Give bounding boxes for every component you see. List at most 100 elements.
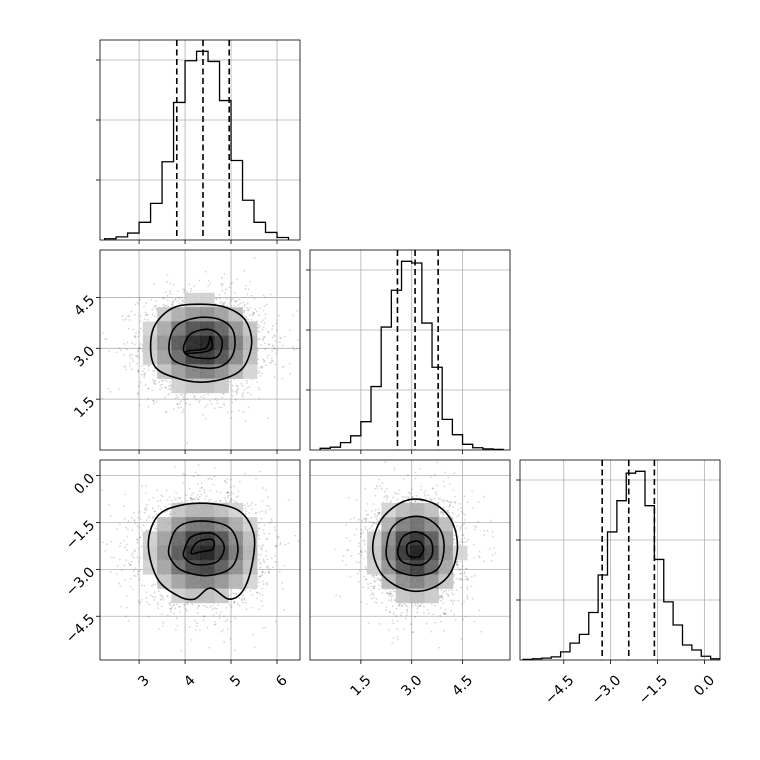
scatter-point <box>213 475 216 478</box>
scatter-point <box>264 313 267 316</box>
scatter-point <box>190 499 193 502</box>
scatter-point <box>259 470 261 473</box>
scatter-point <box>165 410 167 413</box>
scatter-point <box>169 510 172 513</box>
density-cell <box>214 307 229 322</box>
density-cell <box>157 321 172 337</box>
scatter-point <box>131 529 134 532</box>
scatter-point <box>230 491 233 494</box>
scatter-point <box>129 563 132 566</box>
scatter-point <box>174 397 177 399</box>
scatter-point <box>133 519 136 521</box>
scatter-point <box>161 379 164 382</box>
scatter-point <box>232 499 235 502</box>
scatter-point <box>120 569 123 572</box>
scatter-point <box>180 297 183 299</box>
scatter-point <box>171 304 174 307</box>
scatter-point <box>195 399 198 401</box>
scatter-point <box>241 384 244 387</box>
scatter-point <box>261 587 264 590</box>
scatter-point <box>208 499 210 502</box>
scatter-point <box>152 583 155 586</box>
density-cells <box>142 292 258 394</box>
scatter-point <box>186 398 189 401</box>
scatter-point <box>244 510 247 512</box>
scatter-point <box>233 304 236 307</box>
scatter-point <box>98 577 100 579</box>
scatter-point <box>128 315 131 318</box>
scatter-point <box>181 393 184 396</box>
scatter-point <box>126 595 128 597</box>
scatter-point <box>247 288 250 291</box>
scatter-point <box>136 556 139 559</box>
scatter-point <box>143 374 146 376</box>
scatter-point <box>124 365 127 367</box>
scatter-point <box>243 599 246 601</box>
scatter-point <box>267 567 270 569</box>
scatter-point <box>238 605 241 607</box>
scatter-point <box>225 606 228 609</box>
scatter-point <box>164 379 166 381</box>
scatter-point <box>230 498 233 501</box>
scatter-point <box>104 550 107 552</box>
scatter-point <box>175 628 177 631</box>
scatter-point <box>185 402 188 405</box>
scatter-point <box>236 603 239 606</box>
scatter-point <box>258 314 261 317</box>
scatter-point <box>295 347 298 350</box>
scatter-point <box>167 394 170 396</box>
scatter-point <box>152 399 155 402</box>
scatter-point <box>274 340 277 342</box>
scatter-point <box>175 394 178 397</box>
scatter-point <box>267 417 269 420</box>
scatter-point <box>168 496 171 499</box>
density-cell <box>200 350 215 365</box>
scatter-point <box>164 396 167 399</box>
scatter-point <box>273 554 276 557</box>
contour-line-2 <box>168 316 236 370</box>
scatter-point <box>198 495 201 498</box>
scatter-point <box>248 512 251 514</box>
scatter-point <box>144 311 147 314</box>
scatter-point <box>226 478 229 480</box>
scatter-point <box>268 570 271 573</box>
scatter-point <box>105 543 108 546</box>
scatter-point <box>245 608 248 611</box>
scatter-point <box>137 349 140 352</box>
scatter-point <box>189 290 192 293</box>
scatter-point <box>153 382 156 385</box>
scatter-point <box>173 604 175 607</box>
scatter-point <box>258 325 261 328</box>
contour-line-1 <box>149 303 253 383</box>
scatter-point <box>158 381 161 383</box>
scatter-point <box>125 559 127 561</box>
scatter-point <box>190 493 193 496</box>
scatter-point <box>127 315 129 317</box>
panel-frame <box>519 459 721 661</box>
scatter-point <box>222 402 225 405</box>
scatter-point <box>190 497 192 500</box>
scatter-point <box>191 498 194 501</box>
scatter-point <box>147 616 150 618</box>
scatter-point <box>204 498 207 501</box>
scatter-point <box>147 314 150 316</box>
scatter-point <box>261 366 264 369</box>
scatter-point <box>166 499 169 501</box>
scatter-point <box>198 400 201 402</box>
scatter-point <box>283 565 286 567</box>
density-panel-1 <box>100 250 300 450</box>
density-panel-2 <box>98 460 300 660</box>
scatter-point <box>181 411 184 414</box>
scatter-point <box>129 362 131 364</box>
scatter-point <box>224 620 227 623</box>
scatter-point <box>240 382 243 385</box>
scatter-point <box>225 288 228 291</box>
scatter-point <box>246 379 248 382</box>
scatter-point <box>115 528 118 530</box>
scatter-point <box>195 496 198 499</box>
scatter-point <box>214 407 216 410</box>
scatter-point <box>250 393 253 396</box>
scatter-point <box>167 595 169 597</box>
scatter-point <box>143 373 145 376</box>
